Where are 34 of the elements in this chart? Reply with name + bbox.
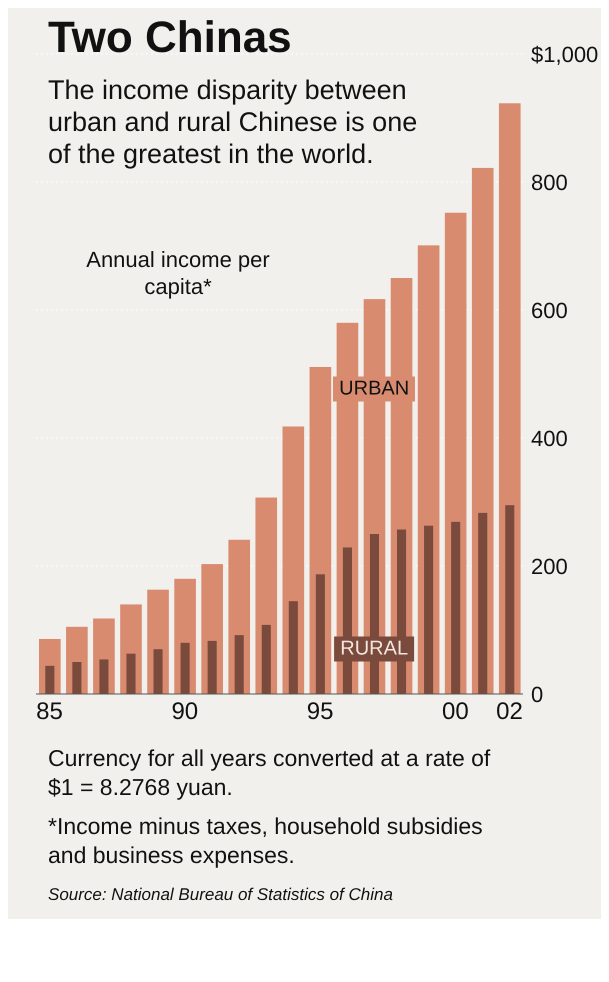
bar <box>208 640 217 694</box>
x-tick-label: 00 <box>442 698 469 726</box>
bar <box>45 666 54 694</box>
bar <box>451 522 460 694</box>
bar <box>505 505 514 694</box>
source-note: Source: National Bureau of Statistics of China <box>48 884 394 906</box>
bar <box>478 512 488 694</box>
y-axis-title: Annual income per capita* <box>85 246 271 300</box>
bar <box>72 662 82 694</box>
bar <box>288 601 298 694</box>
bar <box>316 574 325 694</box>
series-label: RURAL <box>334 636 414 662</box>
text: Currency for all years converted at a rate of $1 = 8.2768 yuan. <box>48 744 492 802</box>
bar <box>234 635 244 694</box>
x-tick-label: 02 <box>496 698 523 726</box>
x-tick-label: 95 <box>306 698 334 726</box>
text: The income disparity between urban and rural Chinese is one of the greatest in the world. <box>48 74 418 170</box>
y-tick-label: 600 <box>531 298 568 323</box>
bar <box>154 649 163 694</box>
x-tick-label: 85 <box>36 698 63 726</box>
bar <box>424 526 434 694</box>
chart-title: Two Chinas <box>48 13 292 62</box>
bar <box>180 642 190 694</box>
bar <box>99 659 108 694</box>
bar <box>126 654 136 694</box>
y-tick-label: 200 <box>531 554 568 579</box>
text: *Income minus taxes, household subsidies and business expenses. <box>48 812 484 870</box>
y-tick-label: $1,000 <box>531 42 598 67</box>
series-label: URBAN <box>333 376 416 402</box>
y-tick-label: 800 <box>531 170 568 195</box>
y-tick-label: 0 <box>531 682 544 707</box>
x-tick-label: 90 <box>171 698 198 726</box>
y-tick-label: 400 <box>531 426 568 451</box>
bar <box>262 624 271 694</box>
